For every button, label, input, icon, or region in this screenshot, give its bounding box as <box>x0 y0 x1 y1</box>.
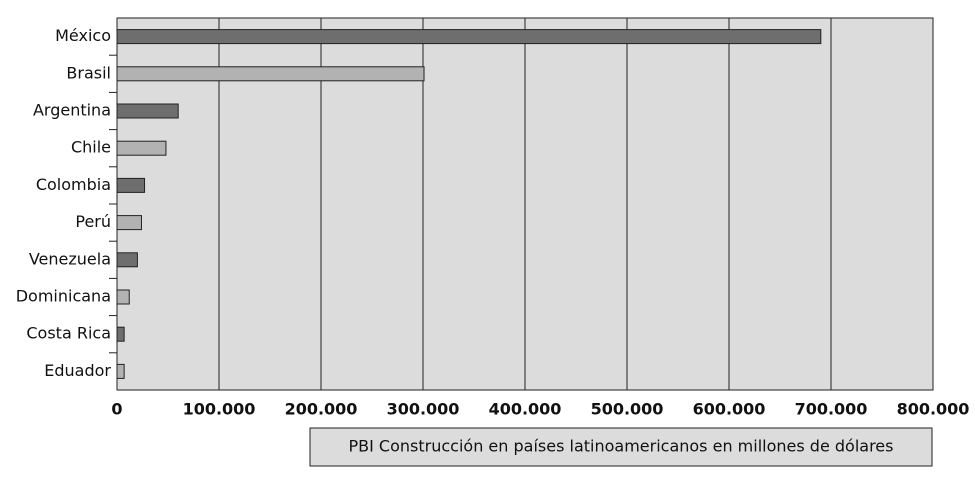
y-tick-label: Chile <box>71 138 111 157</box>
bar <box>116 363 125 379</box>
y-tick-label: Brasil <box>66 63 111 82</box>
bar <box>116 289 130 305</box>
x-tick-label: 100.000 <box>183 400 256 419</box>
legend-label: PBI Construcción en países latinoamerica… <box>349 437 894 456</box>
bar <box>116 215 142 231</box>
y-tick-label: Eduador <box>44 361 111 380</box>
y-tick-label: México <box>55 26 111 45</box>
x-tick-label: 200.000 <box>285 400 358 419</box>
y-tick-label: Dominicana <box>16 287 111 306</box>
bar <box>116 177 146 193</box>
x-tick-label: 700.000 <box>795 400 868 419</box>
x-tick-label: 800.000 <box>897 400 970 419</box>
x-tick-label: 400.000 <box>489 400 562 419</box>
x-tick-label: 300.000 <box>387 400 460 419</box>
x-tick-label: 600.000 <box>693 400 766 419</box>
y-tick-label: Venezuela <box>29 249 111 268</box>
legend-box <box>309 427 933 467</box>
x-tick-label: 0 <box>111 400 122 419</box>
bar <box>116 29 822 45</box>
bar <box>116 66 425 82</box>
y-tick-label: Colombia <box>36 175 111 194</box>
bar <box>116 252 138 268</box>
bar <box>116 140 167 156</box>
bar <box>116 326 125 342</box>
bar <box>116 103 179 119</box>
y-tick-label: Costa Rica <box>26 324 111 343</box>
x-tick-label: 500.000 <box>591 400 664 419</box>
y-tick-label: Perú <box>75 212 111 231</box>
y-tick-label: Argentina <box>33 101 111 120</box>
